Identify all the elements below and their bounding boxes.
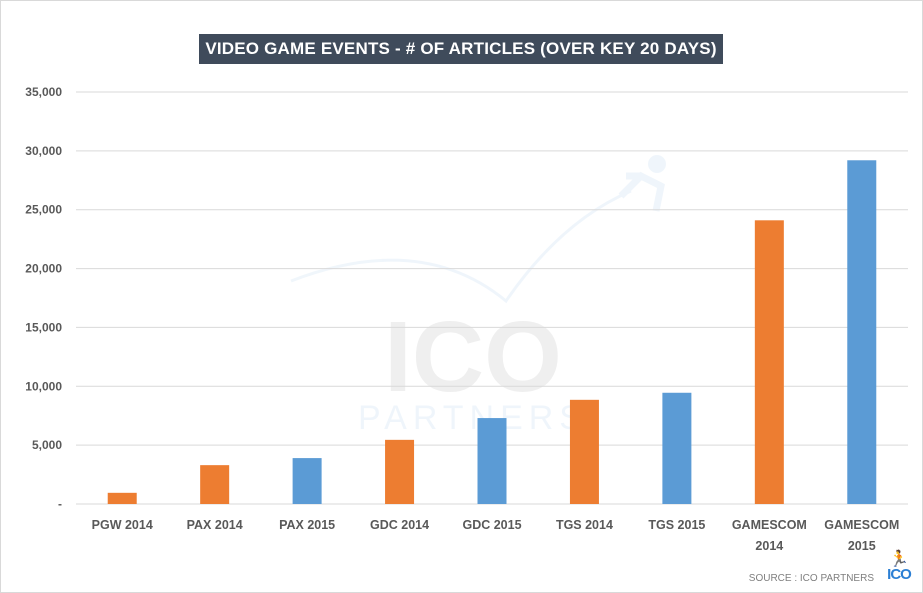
bar: [107, 492, 137, 504]
x-tick-label: PAX 2015: [279, 518, 335, 532]
chart-title: VIDEO GAME EVENTS - # OF ARTICLES (OVER …: [199, 34, 723, 64]
x-tick-label: TGS 2014: [556, 518, 613, 532]
y-tick-label: 25,000: [25, 203, 62, 217]
x-tick-label: GAMESCOM: [824, 518, 899, 532]
bar: [200, 465, 230, 504]
x-tick-label: TGS 2015: [648, 518, 705, 532]
x-tick-label: GDC 2015: [462, 518, 521, 532]
ico-logo: 🏃 ICO: [884, 551, 914, 583]
y-tick-label: 20,000: [25, 262, 62, 276]
ico-partners-watermark: ICO PARTNERS: [290, 155, 666, 437]
y-tick-label: 15,000: [25, 320, 62, 334]
y-tick-label: 35,000: [25, 85, 62, 99]
bar: [292, 458, 322, 504]
svg-text:ICO: ICO: [384, 301, 562, 413]
bar: [754, 220, 784, 504]
x-tick-label: GDC 2014: [370, 518, 429, 532]
y-tick-label: -: [58, 497, 62, 511]
bar: [847, 160, 877, 504]
x-tick-label: 2015: [848, 539, 876, 553]
bar: [477, 418, 507, 504]
bar: [569, 399, 599, 504]
x-tick-label: GAMESCOM: [732, 518, 807, 532]
x-tick-label: 2014: [755, 539, 783, 553]
svg-text:PARTNERS: PARTNERS: [358, 399, 588, 437]
bar: [662, 392, 692, 504]
y-tick-label: 10,000: [25, 379, 62, 393]
x-tick-label: PAX 2014: [187, 518, 243, 532]
source-note: SOURCE : ICO PARTNERS: [748, 573, 874, 584]
y-tick-label: 5,000: [32, 438, 62, 452]
logo-text: ICO: [887, 566, 912, 583]
y-tick-label: 30,000: [25, 144, 62, 158]
bar: [385, 439, 415, 504]
running-man-icon: 🏃: [889, 551, 909, 568]
x-tick-label: PGW 2014: [92, 518, 153, 532]
